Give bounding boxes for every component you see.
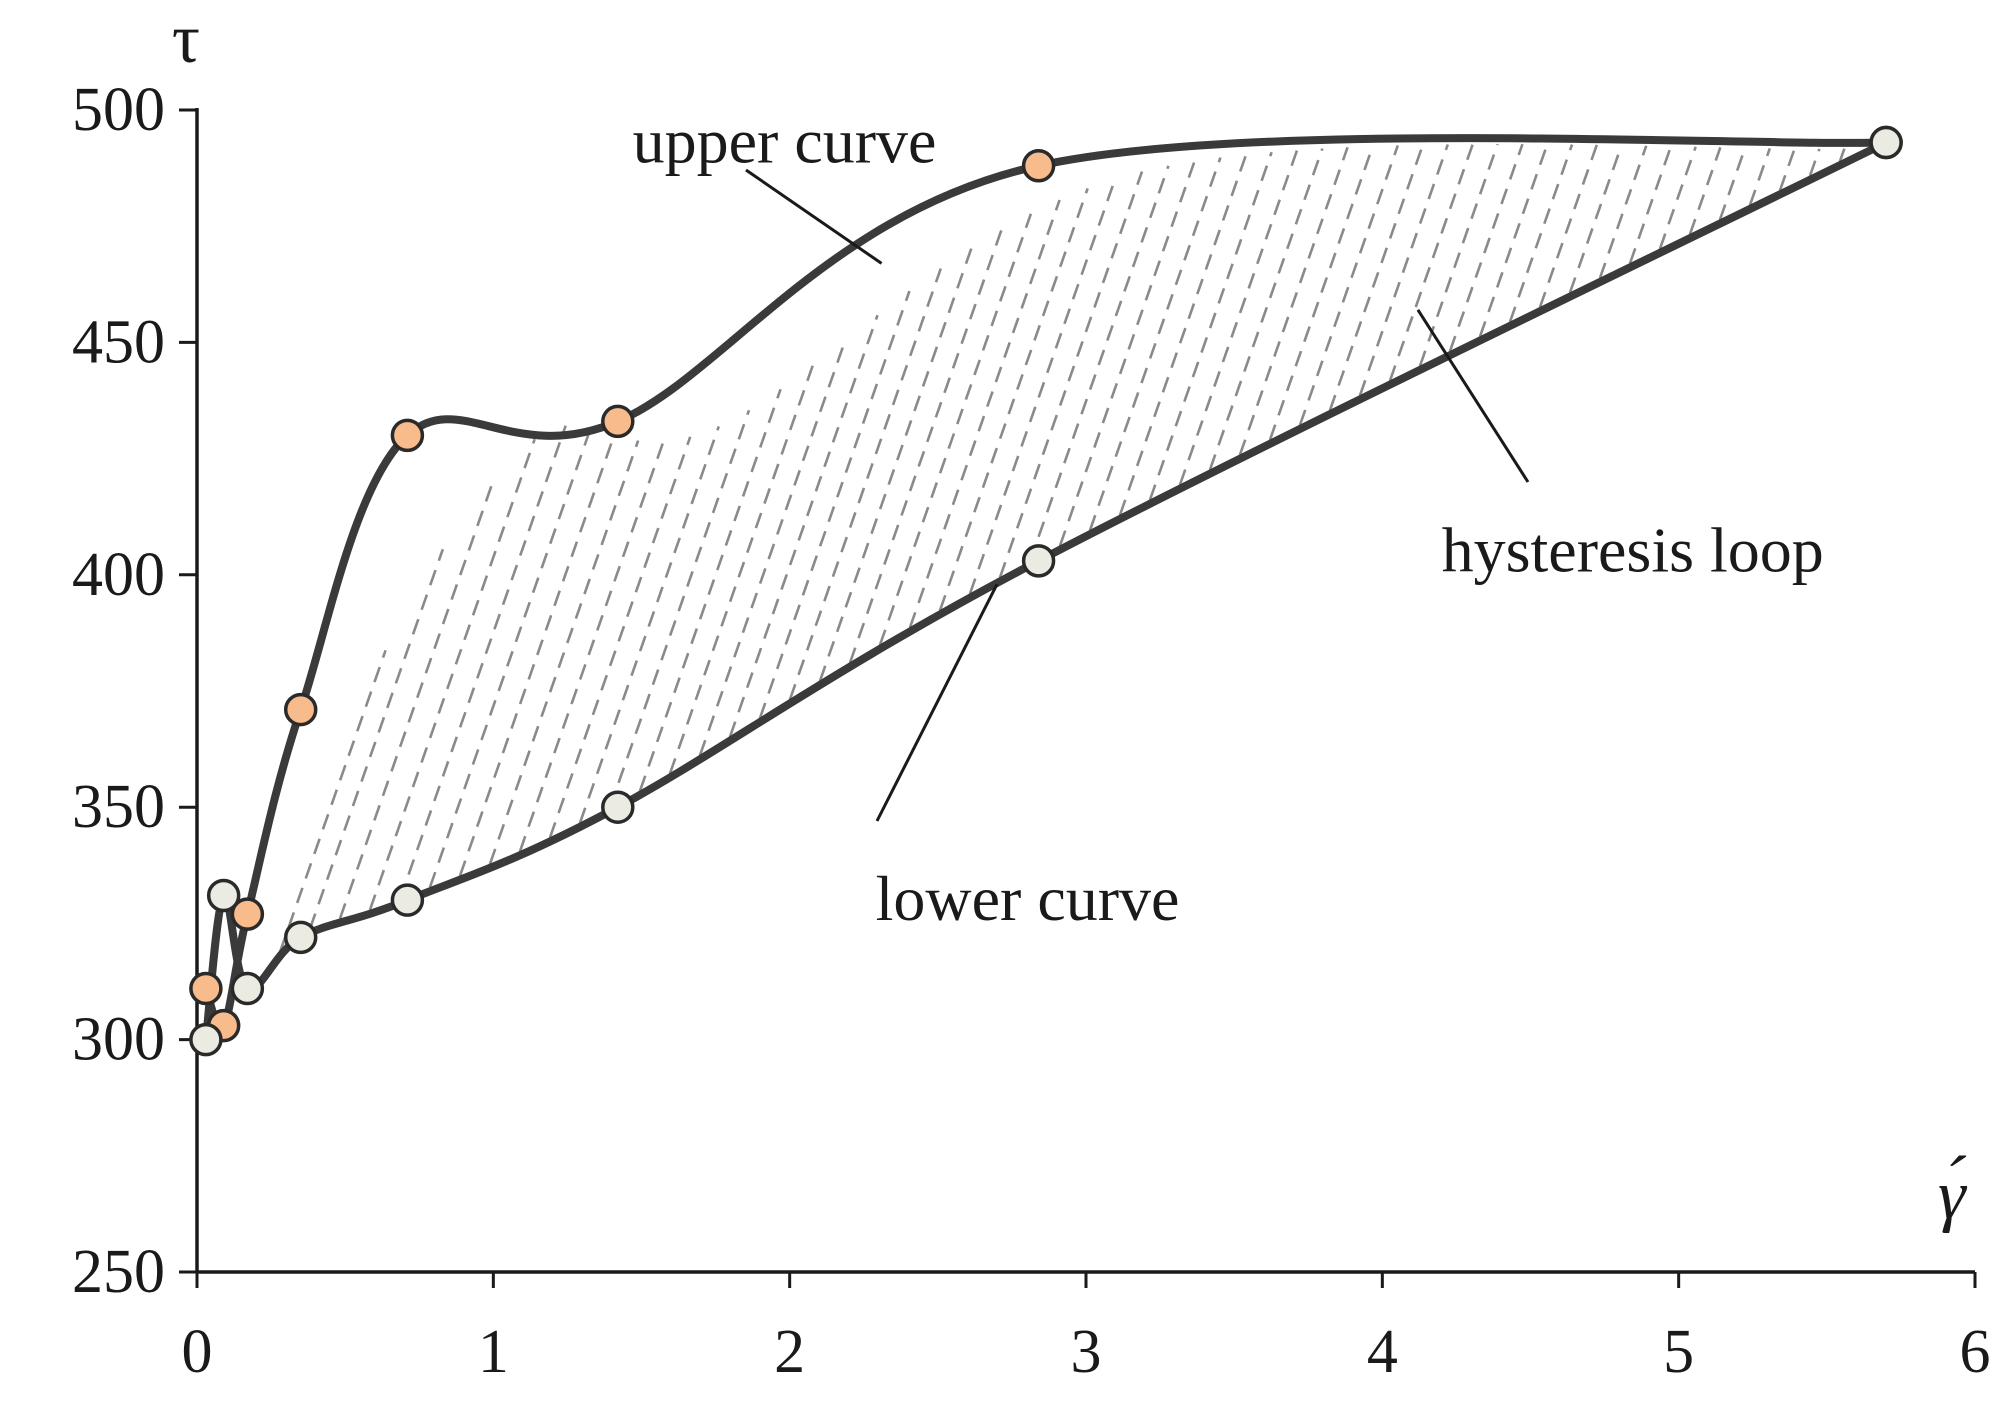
data-point-upper-curve	[283, 692, 318, 727]
hatch-line	[728, 314, 879, 738]
hatch-line	[1778, 148, 1796, 191]
hatch-line	[608, 409, 751, 808]
data-point-upper-curve	[230, 897, 265, 931]
hatch-line	[1358, 144, 1450, 396]
hatch-line	[488, 440, 640, 865]
data-point-lower-curve	[390, 883, 425, 917]
hatch-line	[548, 436, 692, 839]
hatch-line	[1478, 143, 1549, 337]
hatch-line	[908, 199, 1061, 628]
series-line-lower-curve	[201, 138, 1891, 1044]
data-point-lower-curve	[206, 878, 241, 913]
hatch-line	[278, 649, 387, 953]
y-axis-title: τ	[172, 1, 200, 78]
hatch-line	[848, 229, 1003, 664]
data-point-lower-curve	[189, 1022, 223, 1057]
hatch-line	[1508, 144, 1574, 323]
markers	[189, 125, 1903, 1057]
hatch-line	[1808, 148, 1821, 177]
hatch-line	[968, 178, 1117, 595]
labels: τ γ́ upper curve hysteresis loop lower c…	[172, 1, 1968, 1234]
x-tick-label: 5	[1663, 1318, 1694, 1386]
data-point-lower-curve	[601, 790, 635, 824]
hatch-line	[1388, 143, 1474, 382]
x-tick-label: 6	[1960, 1318, 1991, 1386]
y-tick-label: 500	[72, 76, 165, 144]
annotation-leader-line	[1416, 309, 1530, 483]
x-tick-label: 3	[1071, 1318, 1102, 1386]
hatch-line	[1598, 145, 1648, 279]
annotation-leaders	[745, 168, 1530, 822]
hatch-line	[1628, 145, 1673, 264]
hatch-line	[308, 548, 445, 930]
hatch-line	[1658, 146, 1697, 250]
hatch-line	[1328, 144, 1425, 411]
hatch-line	[1148, 151, 1273, 501]
data-point-lower-curve	[1869, 125, 1903, 160]
x-tick-label: 4	[1367, 1318, 1398, 1386]
hatch-line	[368, 438, 536, 911]
hatch-line	[1028, 165, 1170, 562]
annotation-leader-line	[745, 168, 883, 265]
data-point-upper-curve	[390, 418, 425, 453]
hatch-line	[818, 247, 973, 682]
ticks: 250 300 350 400 450 500 0 1 2 3 4 5 6	[72, 76, 1991, 1386]
hatch-line	[1058, 160, 1196, 547]
hatch-line	[1298, 145, 1400, 426]
hatch-line	[758, 290, 911, 719]
hatch-line	[668, 364, 815, 774]
data-point-upper-curve	[601, 404, 635, 439]
hatch-line	[938, 188, 1089, 611]
hatch-line	[428, 427, 593, 888]
x-tick-label: 0	[182, 1318, 213, 1386]
axes	[195, 108, 1975, 1274]
hatch-line	[1568, 144, 1623, 294]
hatch-line	[1208, 148, 1324, 471]
hatch-line	[1238, 146, 1349, 456]
hatch-line	[1838, 148, 1846, 162]
annotation-leader-line	[875, 583, 999, 822]
hatch-line	[458, 434, 616, 877]
hatch-line	[1088, 157, 1222, 531]
y-tick-label: 250	[72, 1238, 165, 1306]
annotation-lower-curve: lower curve	[876, 863, 1180, 934]
annotation-hysteresis-loop: hysteresis loop	[1442, 515, 1824, 586]
y-tick-label: 450	[72, 308, 165, 376]
hatch-line	[638, 388, 782, 792]
hysteresis-hatching	[278, 143, 1846, 953]
hatch-line	[998, 171, 1144, 578]
hatch-line	[1268, 145, 1374, 441]
hatch-line	[1748, 147, 1772, 206]
hatch-line	[518, 441, 665, 852]
hatch-line	[1418, 143, 1499, 367]
hatch-line	[578, 425, 720, 824]
data-point-upper-curve	[189, 971, 223, 1006]
x-tick-label: 2	[774, 1318, 805, 1386]
hatch-line	[1118, 154, 1248, 516]
y-tick-label: 400	[72, 541, 165, 609]
x-tick-label: 1	[478, 1318, 509, 1386]
hatch-line	[1448, 143, 1524, 352]
data-point-lower-curve	[230, 971, 265, 1006]
annotation-upper-curve: upper curve	[633, 106, 937, 177]
hatch-line	[398, 425, 567, 900]
hatch-line	[1538, 144, 1599, 308]
y-tick-label: 350	[72, 773, 165, 841]
data-point-lower-curve	[1021, 544, 1056, 578]
hatch-line	[1178, 149, 1299, 486]
data-point-upper-curve	[1021, 149, 1056, 183]
hatch-line	[788, 268, 942, 700]
data-point-lower-curve	[283, 920, 318, 955]
x-axis-title: γ́	[1938, 1155, 1968, 1234]
hatch-line	[1718, 147, 1747, 221]
y-tick-label: 300	[72, 1006, 165, 1074]
hatch-line	[698, 339, 847, 756]
hatch-line	[1688, 146, 1722, 235]
